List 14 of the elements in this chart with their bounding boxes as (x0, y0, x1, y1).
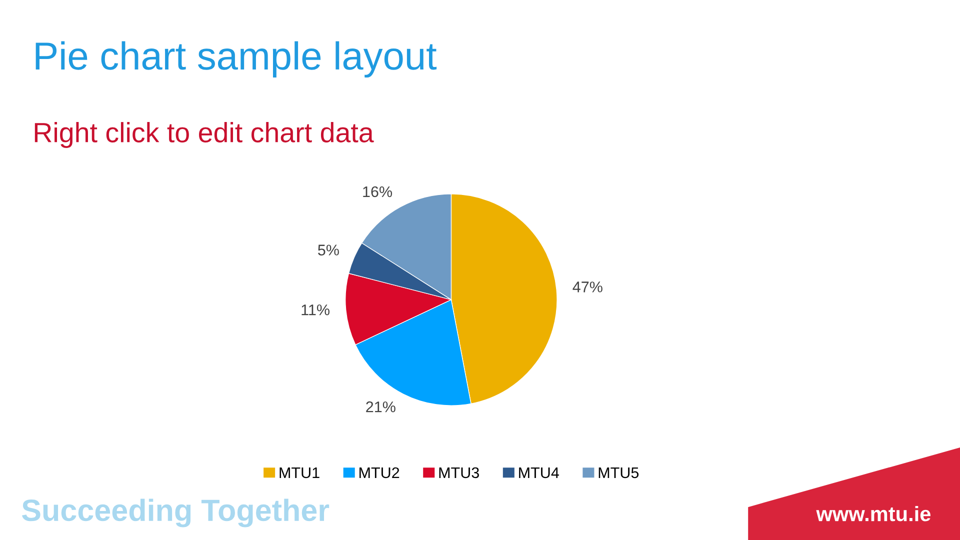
data-label: 21% (366, 401, 396, 412)
legend-label: MTU5 (598, 467, 639, 478)
chart-subtitle: Right click to edit chart data (34, 122, 374, 148)
data-label: 47% (572, 282, 602, 292)
legend-label: MTU2 (360, 467, 400, 478)
data-label: 5% (318, 244, 339, 256)
data-label: 11% (302, 304, 330, 316)
text: www.mtu.ie (816, 506, 930, 522)
text: Succeeding Together (22, 498, 330, 528)
legend-label: MTU3 (439, 467, 479, 478)
data-label: 16% (363, 186, 392, 198)
legend-label: MTU1 (280, 467, 320, 478)
legend-label: MTU4 (519, 467, 559, 478)
chart-title: Pie chart sample layout (36, 41, 437, 78)
